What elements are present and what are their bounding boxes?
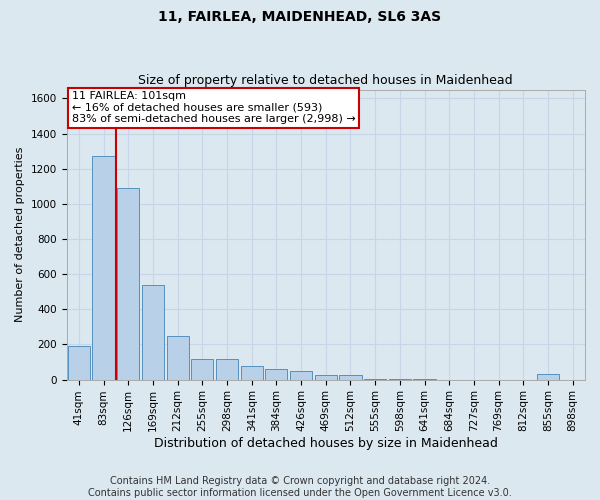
- Bar: [92, 156, 115, 380]
- Bar: [241, 366, 263, 380]
- Bar: [290, 371, 312, 380]
- Text: Contains HM Land Registry data © Crown copyright and database right 2024.
Contai: Contains HM Land Registry data © Crown c…: [88, 476, 512, 498]
- Bar: [117, 188, 139, 380]
- Bar: [216, 360, 238, 380]
- Bar: [537, 374, 559, 380]
- Bar: [389, 379, 411, 380]
- Text: 11, FAIRLEA, MAIDENHEAD, SL6 3AS: 11, FAIRLEA, MAIDENHEAD, SL6 3AS: [158, 10, 442, 24]
- X-axis label: Distribution of detached houses by size in Maidenhead: Distribution of detached houses by size …: [154, 437, 498, 450]
- Title: Size of property relative to detached houses in Maidenhead: Size of property relative to detached ho…: [139, 74, 513, 87]
- Bar: [364, 378, 386, 380]
- Bar: [142, 284, 164, 380]
- Bar: [191, 358, 214, 380]
- Text: 11 FAIRLEA: 101sqm
← 16% of detached houses are smaller (593)
83% of semi-detach: 11 FAIRLEA: 101sqm ← 16% of detached hou…: [72, 91, 355, 124]
- Bar: [314, 374, 337, 380]
- Bar: [167, 336, 189, 380]
- Y-axis label: Number of detached properties: Number of detached properties: [15, 147, 25, 322]
- Bar: [340, 375, 362, 380]
- Bar: [265, 369, 287, 380]
- Bar: [68, 346, 90, 380]
